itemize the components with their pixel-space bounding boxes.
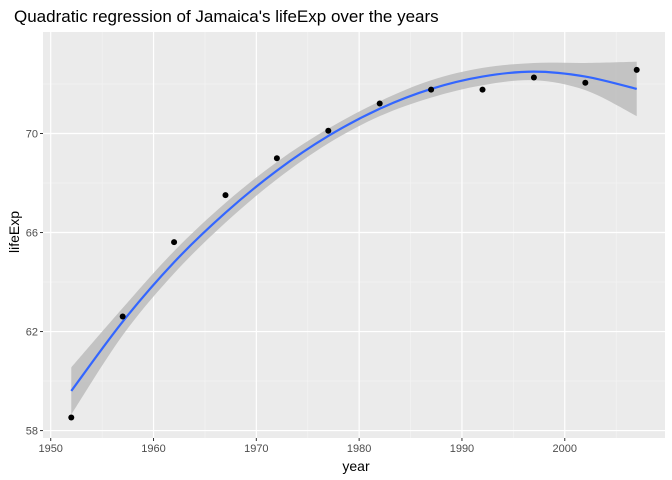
x-tick-label: 1950 [38, 443, 62, 455]
data-point [530, 74, 537, 81]
x-tick-label: 1960 [141, 443, 165, 455]
y-tick-label: 58 [26, 426, 38, 438]
y-axis-title: lifeExp [6, 211, 22, 253]
data-point [582, 79, 589, 86]
data-point [428, 86, 435, 93]
chart-title: Quadratic regression of Jamaica's lifeEx… [14, 7, 439, 26]
y-tick-label: 62 [26, 327, 38, 339]
x-axis-title: year [342, 458, 370, 474]
y-tick-label: 66 [26, 228, 38, 240]
x-tick-label: 1970 [244, 443, 268, 455]
y-tick-label: 70 [26, 129, 38, 141]
plot-panel [43, 32, 665, 438]
x-tick-label: 1980 [347, 443, 371, 455]
data-point [273, 155, 280, 162]
x-tick-label: 1990 [450, 443, 474, 455]
data-point [633, 66, 640, 73]
fit-line [70, 70, 637, 392]
data-point [119, 313, 126, 320]
major-gridlines [43, 32, 665, 438]
y-axis-ticks: 58 62 66 70 [26, 129, 43, 438]
data-point [222, 192, 229, 199]
data-point [376, 100, 383, 107]
x-tick-label: 2000 [553, 443, 577, 455]
data-point [68, 414, 75, 421]
data-points [68, 66, 640, 421]
x-axis-ticks: 1950 1960 1970 1980 1990 2000 [38, 438, 577, 455]
data-point [479, 86, 486, 93]
data-point [325, 127, 332, 134]
data-point [171, 239, 178, 246]
